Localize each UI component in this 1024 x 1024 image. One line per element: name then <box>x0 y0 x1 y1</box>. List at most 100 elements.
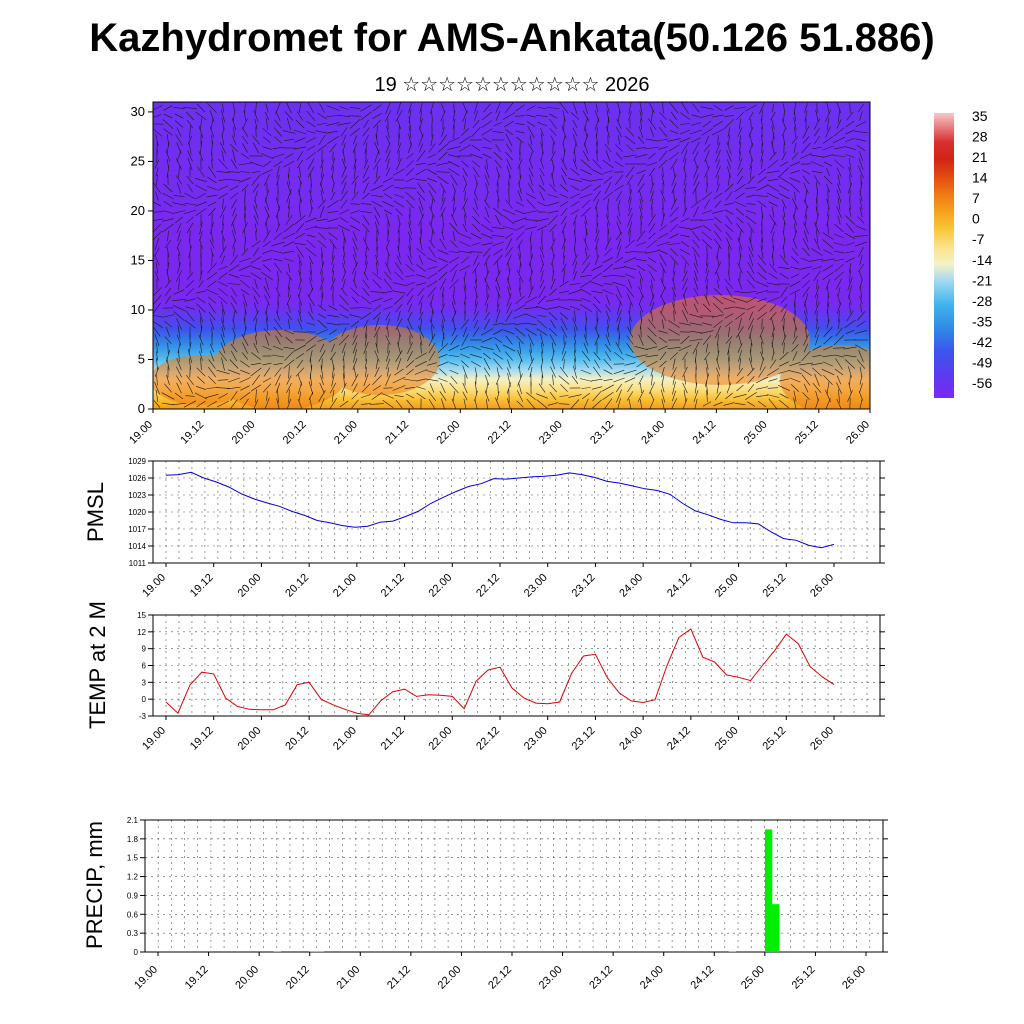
wind-barb <box>293 331 307 333</box>
wind-barb <box>549 288 557 296</box>
wind-barb <box>263 136 271 144</box>
wind-barbs <box>153 102 868 409</box>
wind-barb <box>353 270 357 282</box>
wind-barb <box>617 199 621 209</box>
wind-barb <box>495 397 501 409</box>
wind-barb <box>616 389 622 403</box>
wind-barb <box>495 343 501 353</box>
wind-barb <box>790 273 800 279</box>
wind-barb <box>562 269 566 283</box>
wind-barb <box>540 159 544 169</box>
wind-barb <box>562 245 566 259</box>
wind-barb <box>668 144 680 152</box>
wind-barb <box>646 346 658 350</box>
wind-barb <box>349 119 361 129</box>
wind-barb <box>668 328 680 336</box>
wind-barb <box>538 383 546 393</box>
wind-barb <box>814 301 820 315</box>
wind-barb <box>515 295 525 305</box>
wind-barb <box>273 318 283 330</box>
wind-barb <box>408 214 412 226</box>
pmsl-frame <box>152 460 881 564</box>
wind-barb <box>250 384 262 392</box>
wind-barb <box>804 301 808 315</box>
wind-barb <box>481 337 493 343</box>
precip-bar <box>764 829 773 952</box>
wind-barb <box>858 165 864 179</box>
wind-barb <box>384 110 392 122</box>
wind-barb <box>661 398 665 409</box>
wind-barb <box>154 247 160 257</box>
wind-barb <box>254 278 258 290</box>
wind-barb <box>426 280 438 288</box>
wind-barb <box>275 205 281 219</box>
wind-barb <box>450 214 458 226</box>
wind-barb <box>634 354 648 358</box>
wind-barb <box>343 391 345 401</box>
wind-barb <box>331 255 335 265</box>
wind-barb <box>537 315 547 317</box>
wind-barb <box>540 263 544 273</box>
wind-barb <box>503 215 515 225</box>
wind-barb <box>448 251 460 253</box>
wind-barb <box>376 165 378 179</box>
pmsl-xtick-label: 25.12 <box>760 572 788 600</box>
wind-barb <box>789 161 801 167</box>
wind-barb <box>746 305 756 311</box>
wind-barb <box>167 230 169 242</box>
wind-barb <box>318 390 326 402</box>
wind-barb <box>299 301 301 315</box>
wind-barb <box>844 146 856 150</box>
wind-barb <box>474 398 478 409</box>
wind-barb <box>778 370 790 374</box>
wind-barb <box>592 390 602 402</box>
wind-barb <box>802 136 810 144</box>
wind-barb <box>395 399 403 409</box>
wind-barb <box>397 118 401 130</box>
wind-barb <box>319 398 325 409</box>
wind-barb <box>287 263 291 273</box>
precip-xtick-label: 20.12 <box>284 964 312 992</box>
wind-barb <box>799 153 813 159</box>
wind-barb <box>282 130 296 134</box>
wind-barb <box>711 128 725 136</box>
wind-barb <box>770 221 776 235</box>
colorbar-label: -35 <box>972 313 992 329</box>
wind-barb <box>527 182 535 194</box>
wind-barb <box>692 103 700 113</box>
wind-barb <box>254 302 258 314</box>
wind-barb <box>362 223 370 233</box>
wind-barb <box>450 174 458 186</box>
wind-barb <box>847 390 853 402</box>
wind-barb <box>690 122 702 126</box>
wind-barb <box>273 160 283 168</box>
wind-barb <box>162 402 174 406</box>
wind-barb <box>623 369 637 375</box>
wind-barb <box>757 176 767 184</box>
wind-barb <box>211 159 213 169</box>
wind-barb <box>172 403 186 405</box>
wind-barb <box>778 266 790 270</box>
wind-barb <box>392 376 406 384</box>
wind-barb <box>669 223 679 233</box>
wind-barb <box>750 165 752 179</box>
wind-barb <box>735 192 745 200</box>
wind-barb <box>441 319 445 329</box>
wind-barb <box>546 107 560 109</box>
wind-barb <box>262 264 272 272</box>
wind-barb <box>800 257 812 263</box>
wind-barb <box>628 399 632 409</box>
wind-barb <box>592 272 602 280</box>
temp-ytick-label: 9 <box>142 645 147 654</box>
wind-barb <box>440 398 445 409</box>
wind-barb <box>737 262 743 274</box>
wind-barb <box>737 167 743 177</box>
wind-barb <box>206 289 218 295</box>
wind-barb <box>637 389 645 403</box>
wind-barb <box>439 391 447 401</box>
wind-barb <box>724 105 734 111</box>
wind-barb <box>706 390 708 402</box>
wind-barb <box>527 334 535 346</box>
wind-barb <box>570 112 580 120</box>
temp-xtick-label: 19.12 <box>188 725 216 753</box>
